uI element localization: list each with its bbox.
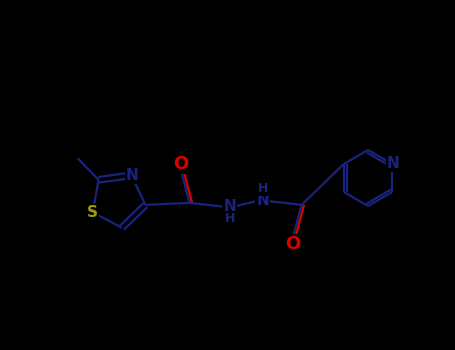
- Text: H: H: [258, 182, 268, 195]
- Text: N: N: [256, 193, 269, 208]
- Text: H: H: [224, 212, 235, 225]
- Text: O: O: [285, 235, 300, 253]
- Text: N: N: [223, 199, 236, 214]
- Text: S: S: [87, 205, 98, 220]
- Text: N: N: [126, 168, 138, 183]
- Text: N: N: [387, 156, 399, 172]
- Text: O: O: [173, 155, 188, 173]
